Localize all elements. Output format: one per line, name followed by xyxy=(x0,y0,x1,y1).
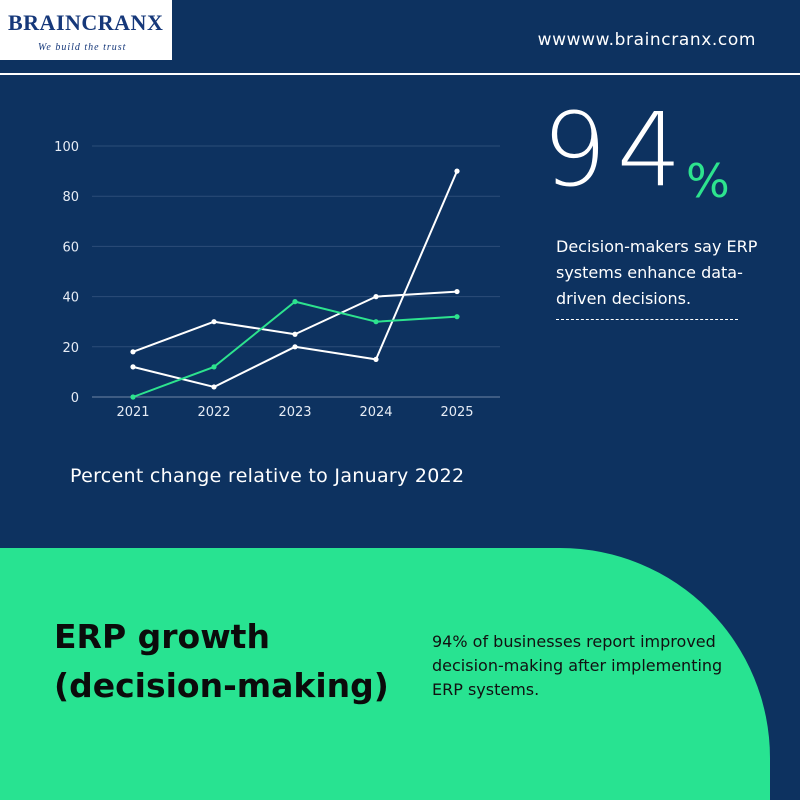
logo-wordmark: BRAINCRANX xyxy=(8,10,164,35)
chart-caption: Percent change relative to January 2022 xyxy=(70,465,465,487)
series-2-point-2023 xyxy=(292,344,298,350)
x-tick-label-2021: 2021 xyxy=(116,405,149,420)
header-divider xyxy=(0,73,800,75)
series-2-point-2025 xyxy=(454,168,460,174)
series-3-point-2023 xyxy=(292,299,298,305)
x-tick-label-2024: 2024 xyxy=(359,405,392,420)
y-tick-label-100: 100 xyxy=(54,140,79,155)
x-tick-label-2022: 2022 xyxy=(197,405,230,420)
x-tick-label-2025: 2025 xyxy=(440,405,473,420)
series-1-point-2023 xyxy=(292,331,298,337)
y-tick-label-40: 40 xyxy=(62,291,79,306)
stat-number: 94 xyxy=(542,91,692,210)
series-1-point-2022 xyxy=(211,319,217,325)
series-3-point-2022 xyxy=(211,364,217,370)
green-info-panel xyxy=(0,548,770,800)
x-tick-label-2023: 2023 xyxy=(278,405,311,420)
logo-tagline: We build the trust xyxy=(38,42,127,53)
dashed-divider xyxy=(556,319,738,320)
panel-body-text: 94% of businesses report improved decisi… xyxy=(432,632,723,699)
y-tick-label-20: 20 xyxy=(62,341,79,356)
y-tick-label-0: 0 xyxy=(71,391,79,406)
series-1-point-2025 xyxy=(454,288,460,295)
series-2-point-2024 xyxy=(373,356,379,362)
series-2-point-2021 xyxy=(130,364,136,370)
series-1-point-2021 xyxy=(130,349,136,355)
stat-percent-sign: % xyxy=(686,154,730,208)
panel-heading: ERP growth (decision-making) xyxy=(54,617,389,705)
y-tick-label-60: 60 xyxy=(62,240,79,255)
stat-description: Decision-makers say ERP systems enhance … xyxy=(556,237,758,308)
series-2-line xyxy=(132,170,458,388)
series-3-point-2025 xyxy=(454,314,460,320)
braincranx-logo[interactable]: BRAINCRANX We build the trust xyxy=(0,0,172,60)
series-3-point-2021 xyxy=(130,394,136,400)
y-tick-label-80: 80 xyxy=(62,190,79,205)
website-url[interactable]: wwwww.braincranx.com xyxy=(537,30,756,50)
series-3-point-2024 xyxy=(373,319,379,325)
series-2-point-2022 xyxy=(211,384,217,390)
series-1-point-2024 xyxy=(373,294,379,300)
